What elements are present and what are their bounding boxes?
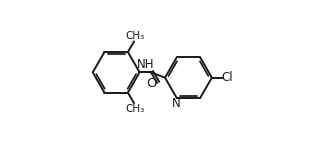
Text: O: O <box>146 77 157 90</box>
Text: CH₃: CH₃ <box>125 104 145 114</box>
Text: Cl: Cl <box>221 71 233 84</box>
Text: CH₃: CH₃ <box>125 31 145 41</box>
Text: N: N <box>172 98 181 111</box>
Text: NH: NH <box>137 58 154 71</box>
